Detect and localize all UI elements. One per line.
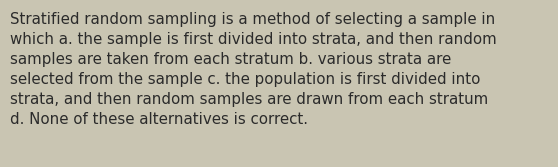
Text: Stratified random sampling is a method of selecting a sample in
which a. the sam: Stratified random sampling is a method o… [10, 12, 497, 127]
